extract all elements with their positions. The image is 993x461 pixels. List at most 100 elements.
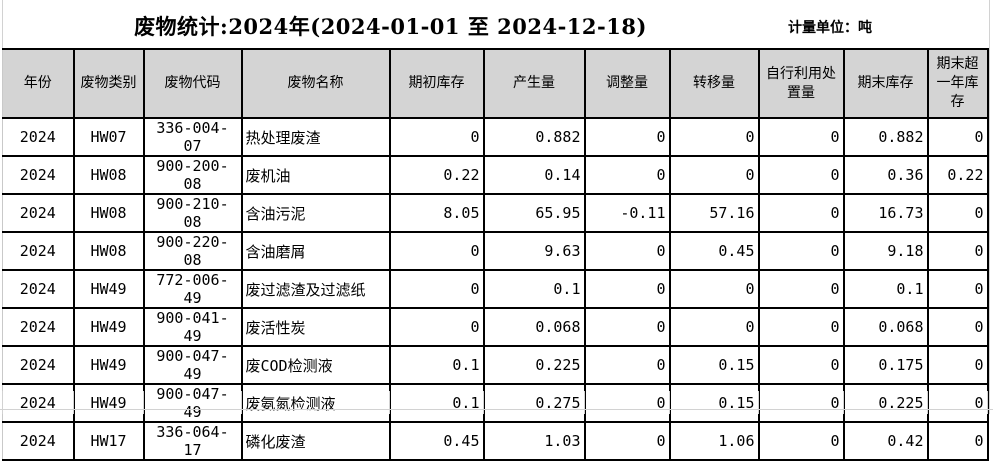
table-cell-waste_name[interactable]: 含油磨屑 xyxy=(240,231,391,271)
header-cell-year[interactable]: 年份 xyxy=(2,48,75,119)
table-cell-waste_code[interactable]: 900-200-08 xyxy=(142,155,243,195)
table-cell-transferred[interactable]: 1.06 xyxy=(668,421,760,461)
table-cell-waste_category[interactable]: HW17 xyxy=(72,421,145,461)
table-cell-generated[interactable]: 0.225 xyxy=(482,345,586,385)
table-cell-self_disposed[interactable]: 0 xyxy=(757,421,845,461)
table-cell-self_disposed[interactable]: 0 xyxy=(757,155,845,195)
table-cell-opening_stock[interactable]: 0.1 xyxy=(388,345,485,385)
table-cell-ending_stock[interactable]: 0.36 xyxy=(842,155,929,195)
table-cell-opening_stock[interactable]: 0 xyxy=(388,117,485,157)
table-cell-ending_over_one_year[interactable]: 0 xyxy=(926,421,989,461)
table-cell-self_disposed[interactable]: 0 xyxy=(757,345,845,385)
table-cell-self_disposed[interactable]: 0 xyxy=(757,231,845,271)
table-cell-ending_stock[interactable]: 16.73 xyxy=(842,193,929,233)
table-cell-year[interactable]: 2024 xyxy=(2,155,75,195)
table-cell-adjusted[interactable]: -0.11 xyxy=(583,193,671,233)
table-cell-ending_stock[interactable]: 9.18 xyxy=(842,231,929,271)
table-cell-year[interactable]: 2024 xyxy=(2,345,75,385)
table-cell-generated[interactable]: 65.95 xyxy=(482,193,586,233)
table-cell-waste_category[interactable]: HW49 xyxy=(72,345,145,385)
table-cell-waste_code[interactable]: 900-210-08 xyxy=(142,193,243,233)
table-cell-waste_category[interactable]: HW08 xyxy=(72,193,145,233)
table-cell-opening_stock[interactable]: 0.22 xyxy=(388,155,485,195)
table-cell-ending_over_one_year[interactable]: 0 xyxy=(926,269,989,309)
table-cell-waste_name[interactable]: 废过滤渣及过滤纸 xyxy=(240,269,391,309)
table-cell-ending_stock[interactable]: 0.1 xyxy=(842,269,929,309)
table-cell-waste_code[interactable]: 336-064-17 xyxy=(142,421,243,461)
header-cell-generated[interactable]: 产生量 xyxy=(482,48,586,119)
table-cell-transferred[interactable]: 0 xyxy=(668,155,760,195)
table-cell-year[interactable]: 2024 xyxy=(2,269,75,309)
header-cell-transferred[interactable]: 转移量 xyxy=(668,48,760,119)
table-cell-transferred[interactable]: 0.15 xyxy=(668,345,760,385)
table-cell-adjusted[interactable]: 0 xyxy=(583,345,671,385)
table-cell-ending_stock[interactable]: 0.882 xyxy=(842,117,929,157)
table-cell-adjusted[interactable]: 0 xyxy=(583,421,671,461)
table-cell-transferred[interactable]: 0 xyxy=(668,117,760,157)
table-cell-adjusted[interactable]: 0 xyxy=(583,269,671,309)
table-cell-generated[interactable]: 0.1 xyxy=(482,269,586,309)
table-cell-opening_stock[interactable]: 0 xyxy=(388,307,485,347)
table-cell-generated[interactable]: 0.14 xyxy=(482,155,586,195)
table-cell-adjusted[interactable]: 0 xyxy=(583,307,671,347)
table-cell-waste_name[interactable]: 废COD检测液 xyxy=(240,345,391,385)
table-cell-ending_stock[interactable]: 0.068 xyxy=(842,307,929,347)
table-cell-generated[interactable]: 1.03 xyxy=(482,421,586,461)
table-cell-waste_name[interactable]: 废活性炭 xyxy=(240,307,391,347)
table-cell-year[interactable]: 2024 xyxy=(2,117,75,157)
table-cell-waste_category[interactable]: HW08 xyxy=(72,231,145,271)
header-cell-waste_name[interactable]: 废物名称 xyxy=(240,48,391,119)
header-cell-opening_stock[interactable]: 期初库存 xyxy=(388,48,485,119)
table-cell-waste_code[interactable]: 900-041-49 xyxy=(142,307,243,347)
header-cell-waste_category[interactable]: 废物类别 xyxy=(72,48,145,119)
table-cell-opening_stock[interactable]: 8.05 xyxy=(388,193,485,233)
table-cell-waste_category[interactable]: HW07 xyxy=(72,117,145,157)
table-cell-opening_stock[interactable]: 0 xyxy=(388,231,485,271)
table-cell-ending_over_one_year[interactable]: 0 xyxy=(926,231,989,271)
table-cell-waste_category[interactable]: HW08 xyxy=(72,155,145,195)
table-cell-transferred[interactable]: 0.45 xyxy=(668,231,760,271)
table-cell-waste_code[interactable]: 336-004-07 xyxy=(142,117,243,157)
table-cell-self_disposed[interactable]: 0 xyxy=(757,117,845,157)
table-cell-generated[interactable]: 0.068 xyxy=(482,307,586,347)
table-cell-waste_name[interactable]: 热处理废渣 xyxy=(240,117,391,157)
table-cell-waste_code[interactable]: 900-220-08 xyxy=(142,231,243,271)
table-cell-ending_over_one_year[interactable]: 0.22 xyxy=(926,155,989,195)
table-cell-ending_over_one_year[interactable]: 0 xyxy=(926,307,989,347)
table-cell-waste_category[interactable]: HW49 xyxy=(72,269,145,309)
table-cell-opening_stock[interactable]: 0 xyxy=(388,269,485,309)
table-cell-ending_over_one_year[interactable]: 0 xyxy=(926,345,989,385)
table-cell-waste_name[interactable]: 含油污泥 xyxy=(240,193,391,233)
table-cell-waste_code[interactable]: 900-047-49 xyxy=(142,345,243,385)
sheet-gridline xyxy=(927,391,928,414)
table-cell-waste_category[interactable]: HW49 xyxy=(72,307,145,347)
header-cell-ending_stock[interactable]: 期末库存 xyxy=(842,48,929,119)
header-cell-adjusted[interactable]: 调整量 xyxy=(583,48,671,119)
table-cell-year[interactable]: 2024 xyxy=(2,231,75,271)
table-cell-year[interactable]: 2024 xyxy=(2,421,75,461)
table-cell-transferred[interactable]: 0 xyxy=(668,307,760,347)
table-cell-ending_stock[interactable]: 0.42 xyxy=(842,421,929,461)
table-cell-self_disposed[interactable]: 0 xyxy=(757,269,845,309)
header-cell-self_disposed[interactable]: 自行利用处置量 xyxy=(757,48,845,119)
table-cell-waste_name[interactable]: 磷化废渣 xyxy=(240,421,391,461)
table-cell-generated[interactable]: 9.63 xyxy=(482,231,586,271)
table-cell-transferred[interactable]: 57.16 xyxy=(668,193,760,233)
table-cell-year[interactable]: 2024 xyxy=(2,307,75,347)
header-cell-ending_over_one_year[interactable]: 期末超一年库存 xyxy=(926,48,989,119)
table-cell-waste_name[interactable]: 废机油 xyxy=(240,155,391,195)
table-cell-ending_stock[interactable]: 0.175 xyxy=(842,345,929,385)
table-cell-adjusted[interactable]: 0 xyxy=(583,155,671,195)
table-cell-self_disposed[interactable]: 0 xyxy=(757,193,845,233)
table-cell-year[interactable]: 2024 xyxy=(2,193,75,233)
table-cell-adjusted[interactable]: 0 xyxy=(583,117,671,157)
table-cell-waste_code[interactable]: 772-006-49 xyxy=(142,269,243,309)
table-cell-self_disposed[interactable]: 0 xyxy=(757,307,845,347)
table-cell-ending_over_one_year[interactable]: 0 xyxy=(926,193,989,233)
header-cell-waste_code[interactable]: 废物代码 xyxy=(142,48,243,119)
table-cell-ending_over_one_year[interactable]: 0 xyxy=(926,117,989,157)
table-cell-transferred[interactable]: 0 xyxy=(668,269,760,309)
table-cell-generated[interactable]: 0.882 xyxy=(482,117,586,157)
table-cell-opening_stock[interactable]: 0.45 xyxy=(388,421,485,461)
table-cell-adjusted[interactable]: 0 xyxy=(583,231,671,271)
